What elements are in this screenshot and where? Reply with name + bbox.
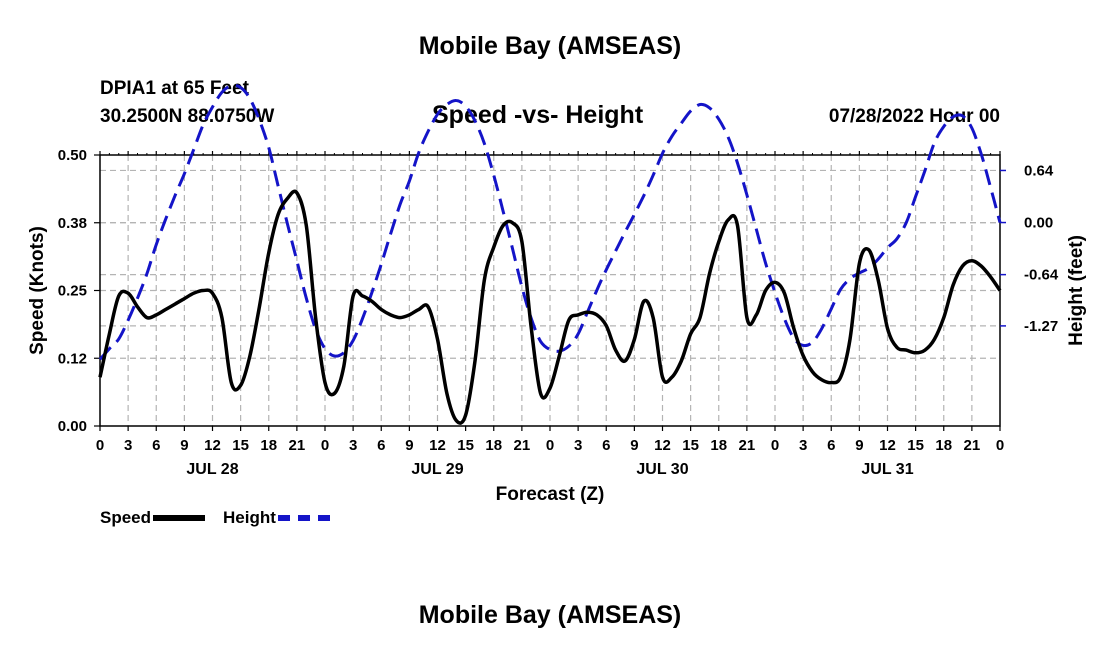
chart-subtitle: Speed -vs- Height	[432, 101, 644, 129]
y2-tick-label: 0.64	[1024, 162, 1054, 179]
x-tick-label: 12	[429, 437, 446, 454]
x-tick-label: 3	[349, 437, 357, 454]
x-tick-label: 6	[377, 437, 385, 454]
x-tick-label: 3	[799, 437, 807, 454]
x-tick-label: 15	[457, 437, 474, 454]
x-tick-label: 12	[654, 437, 671, 454]
x-tick-label: 9	[180, 437, 188, 454]
y2-tick-label: -0.64	[1024, 267, 1059, 284]
x-tick-label: 21	[964, 437, 981, 454]
station-coordinates: 30.2500N 88.0750W	[100, 106, 275, 127]
x-tick-label: 6	[602, 437, 610, 454]
x-tick-label: 18	[935, 437, 952, 454]
legend-swatch-speed	[153, 515, 206, 521]
legend-label-height: Height	[223, 508, 276, 527]
speed-series-line	[98, 189, 1002, 425]
y-tick-label: 0.50	[58, 147, 87, 164]
legend-item-speed: Speed	[100, 508, 206, 528]
station-name: DPIA1 at 65 Feet	[100, 78, 249, 99]
x-day-label: JUL 31	[861, 461, 913, 478]
x-tick-label: 12	[204, 437, 221, 454]
y-tick-label: 0.00	[58, 418, 87, 435]
x-day-label: JUL 30	[636, 461, 688, 478]
x-day-label: JUL 28	[186, 461, 238, 478]
y-tick-label: 0.38	[58, 215, 87, 232]
legend-swatch-height	[277, 515, 330, 521]
x-tick-label: 9	[855, 437, 863, 454]
x-tick-label: 0	[96, 437, 104, 454]
legend-label-speed: Speed	[100, 508, 152, 527]
x-tick-label: 18	[710, 437, 727, 454]
y-tick-label: 0.25	[58, 283, 87, 300]
y2-tick-label: 0.00	[1024, 215, 1053, 232]
y-tick-label: 0.12	[58, 350, 87, 367]
x-tick-label: 0	[996, 437, 1004, 454]
speed-height-chart: 0 3 6 9 12 15 18 21 0 3 6 9 12 15 18 21 0 3 6 9 12 15 18 21 0 3 6 9…	[27, 83, 1087, 505]
y-axis-title: Speed (Knots)	[27, 226, 48, 355]
footer-title: Mobile Bay (AMSEAS)	[418, 601, 682, 629]
x-tick-label: 6	[827, 437, 835, 454]
y2-tick-label: -1.27	[1024, 318, 1058, 335]
x-tick-label: 18	[485, 437, 502, 454]
x-tick-label: 21	[289, 437, 306, 454]
x-axis-title: Forecast (Z)	[496, 484, 605, 505]
x-tick-label: 18	[260, 437, 277, 454]
x-tick-label: 3	[124, 437, 132, 454]
x-tick-label: 0	[546, 437, 554, 454]
x-tick-label: 21	[739, 437, 756, 454]
x-tick-label: 9	[405, 437, 413, 454]
x-tick-label: 15	[232, 437, 249, 454]
forecast-run-time: 07/28/2022 Hour 00	[828, 106, 1000, 127]
chart-legend: Speed Height	[100, 508, 348, 528]
x-tick-label: 0	[321, 437, 329, 454]
x-day-label: JUL 29	[411, 461, 463, 478]
x-tick-label: 12	[879, 437, 896, 454]
chart-main-title: Mobile Bay (AMSEAS)	[418, 32, 682, 60]
x-tick-label: 6	[152, 437, 160, 454]
y2-axis-title: Height (feet)	[1066, 235, 1087, 346]
x-tick-label: 15	[907, 437, 924, 454]
x-tick-label: 21	[514, 437, 531, 454]
x-tick-label: 9	[630, 437, 638, 454]
legend-item-height: Height	[223, 508, 330, 528]
x-tick-label: 15	[682, 437, 699, 454]
x-tick-label: 3	[574, 437, 582, 454]
x-tick-label: 0	[771, 437, 779, 454]
